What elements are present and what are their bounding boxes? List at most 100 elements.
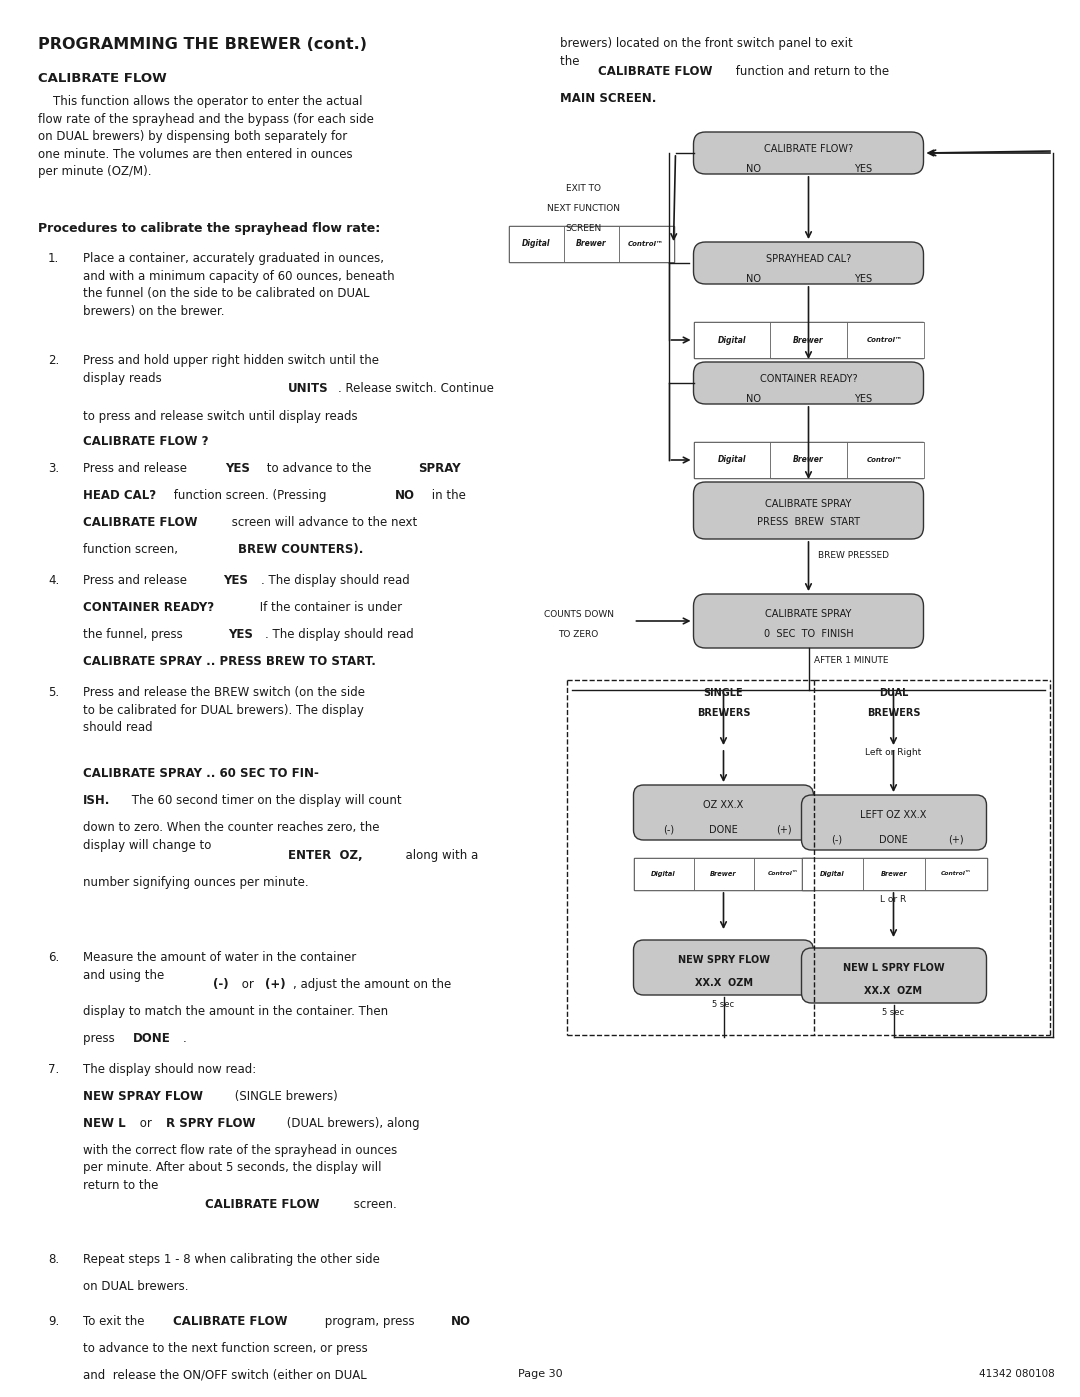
Text: Control™: Control™ — [941, 872, 971, 876]
Text: DONE: DONE — [133, 1032, 171, 1045]
Text: or: or — [238, 978, 258, 990]
Text: Measure the amount of water in the container
and using the: Measure the amount of water in the conta… — [83, 951, 356, 982]
Text: EXIT TO: EXIT TO — [566, 184, 600, 193]
Text: to advance to the next function screen, or press: to advance to the next function screen, … — [83, 1343, 368, 1355]
Text: CALIBRATE FLOW: CALIBRATE FLOW — [173, 1315, 287, 1329]
Bar — [619, 226, 674, 263]
Text: NEW SPRY FLOW: NEW SPRY FLOW — [677, 956, 770, 965]
Text: PRESS  BREW  START: PRESS BREW START — [757, 517, 860, 527]
Text: with the correct flow rate of the sprayhead in ounces
per minute. After about 5 : with the correct flow rate of the sprayh… — [83, 1144, 397, 1192]
Text: NO: NO — [746, 163, 761, 173]
Text: Left or Right: Left or Right — [865, 747, 921, 757]
Text: MAIN SCREEN.: MAIN SCREEN. — [561, 92, 657, 105]
Text: NEW L SPRY FLOW: NEW L SPRY FLOW — [842, 964, 944, 974]
Text: in the: in the — [428, 489, 465, 502]
Bar — [847, 441, 923, 478]
Text: (+): (+) — [265, 978, 285, 990]
Text: 9.: 9. — [48, 1315, 59, 1329]
Text: 4.: 4. — [48, 574, 59, 587]
Text: , adjust the amount on the: , adjust the amount on the — [293, 978, 451, 990]
Text: 5.: 5. — [48, 686, 59, 698]
Bar — [693, 441, 770, 478]
Text: Digital: Digital — [651, 870, 676, 877]
Text: CALIBRATE FLOW ?: CALIBRATE FLOW ? — [83, 434, 208, 448]
Text: and  release the ON/OFF switch (either on DUAL: and release the ON/OFF switch (either on… — [83, 1369, 367, 1382]
Text: BREWERS: BREWERS — [697, 708, 751, 718]
Text: (-): (-) — [213, 978, 229, 990]
Text: OZ XX.X: OZ XX.X — [703, 800, 744, 810]
Text: YES: YES — [854, 163, 873, 173]
Text: XX.X  OZM: XX.X OZM — [694, 978, 753, 989]
Bar — [693, 858, 754, 890]
Text: DUAL: DUAL — [879, 687, 908, 698]
Bar — [634, 858, 693, 890]
Text: down to zero. When the counter reaches zero, the
display will change to: down to zero. When the counter reaches z… — [83, 821, 379, 852]
Text: The 60 second timer on the display will count: The 60 second timer on the display will … — [129, 793, 402, 807]
Text: NEW SPRAY FLOW: NEW SPRAY FLOW — [83, 1090, 203, 1104]
Text: CALIBRATE FLOW: CALIBRATE FLOW — [598, 66, 713, 78]
Text: Press and release: Press and release — [83, 574, 191, 587]
Text: ENTER  OZ,: ENTER OZ, — [288, 849, 363, 862]
Text: L or R: L or R — [880, 895, 906, 904]
Text: Control™: Control™ — [867, 457, 903, 462]
Text: CALIBRATE SPRAY .. PRESS BREW TO START.: CALIBRATE SPRAY .. PRESS BREW TO START. — [83, 655, 376, 668]
Text: Procedures to calibrate the sprayhead flow rate:: Procedures to calibrate the sprayhead fl… — [38, 222, 380, 235]
Text: DONE: DONE — [710, 824, 738, 834]
Bar — [634, 858, 813, 890]
Text: Brewer: Brewer — [793, 335, 824, 345]
Text: NO: NO — [395, 489, 415, 502]
Text: program, press: program, press — [321, 1315, 418, 1329]
Text: Page 30: Page 30 — [517, 1369, 563, 1379]
Text: The display should now read:: The display should now read: — [83, 1063, 256, 1076]
Text: Brewer: Brewer — [576, 239, 606, 249]
Text: Brewer: Brewer — [880, 870, 907, 877]
Text: the funnel, press: the funnel, press — [83, 629, 187, 641]
Text: Repeat steps 1 - 8 when calibrating the other side: Repeat steps 1 - 8 when calibrating the … — [83, 1253, 380, 1266]
Text: YES: YES — [225, 462, 249, 475]
Text: Press and release the BREW switch (on the side
to be calibrated for DUAL brewers: Press and release the BREW switch (on th… — [83, 686, 365, 733]
Text: 8.: 8. — [48, 1253, 59, 1266]
Text: 7.: 7. — [48, 1063, 59, 1076]
Text: DONE: DONE — [879, 834, 908, 845]
Text: NO: NO — [746, 274, 761, 284]
Text: (SINGLE brewers): (SINGLE brewers) — [231, 1090, 338, 1104]
Text: (+): (+) — [947, 834, 963, 845]
Text: Digital: Digital — [717, 335, 746, 345]
Text: PROGRAMMING THE BREWER (cont.): PROGRAMMING THE BREWER (cont.) — [38, 36, 367, 52]
Text: on DUAL brewers.: on DUAL brewers. — [83, 1280, 189, 1294]
Text: . The display should read: . The display should read — [265, 629, 414, 641]
Text: Press and hold upper right hidden switch until the
display reads: Press and hold upper right hidden switch… — [83, 353, 379, 384]
Bar — [770, 441, 847, 478]
Text: . The display should read: . The display should read — [261, 574, 409, 587]
Bar — [509, 226, 674, 263]
Text: To exit the: To exit the — [83, 1315, 148, 1329]
Text: display to match the amount in the container. Then: display to match the amount in the conta… — [83, 1004, 388, 1018]
Text: This function allows the operator to enter the actual
flow rate of the sprayhead: This function allows the operator to ent… — [38, 95, 374, 177]
FancyBboxPatch shape — [693, 482, 923, 539]
Text: Brewer: Brewer — [793, 455, 824, 464]
Text: UNITS: UNITS — [288, 381, 328, 395]
FancyBboxPatch shape — [801, 949, 986, 1003]
FancyBboxPatch shape — [693, 362, 923, 404]
Text: Digital: Digital — [522, 239, 550, 249]
FancyBboxPatch shape — [634, 940, 813, 995]
FancyBboxPatch shape — [634, 785, 813, 840]
Text: CALIBRATE FLOW: CALIBRATE FLOW — [38, 73, 166, 85]
Text: screen will advance to the next: screen will advance to the next — [228, 515, 417, 529]
Text: (-): (-) — [831, 834, 842, 845]
Bar — [924, 858, 986, 890]
Text: CALIBRATE SPRAY: CALIBRATE SPRAY — [766, 609, 852, 619]
Text: CALIBRATE FLOW: CALIBRATE FLOW — [83, 515, 198, 529]
Text: ISH.: ISH. — [83, 793, 110, 807]
Text: along with a: along with a — [399, 849, 478, 862]
Text: BREWERS: BREWERS — [867, 708, 920, 718]
Text: function and return to the: function and return to the — [732, 66, 889, 78]
Text: Control™: Control™ — [867, 337, 903, 344]
Text: YES: YES — [854, 274, 873, 284]
Text: CALIBRATE SPRAY .. 60 SEC TO FIN-: CALIBRATE SPRAY .. 60 SEC TO FIN- — [83, 767, 319, 780]
Bar — [770, 321, 847, 358]
Text: CALIBRATE FLOW: CALIBRATE FLOW — [205, 1199, 320, 1211]
Text: YES: YES — [228, 629, 253, 641]
Text: to press and release switch until display reads: to press and release switch until displa… — [83, 409, 357, 423]
Text: 5 sec: 5 sec — [713, 1000, 734, 1009]
